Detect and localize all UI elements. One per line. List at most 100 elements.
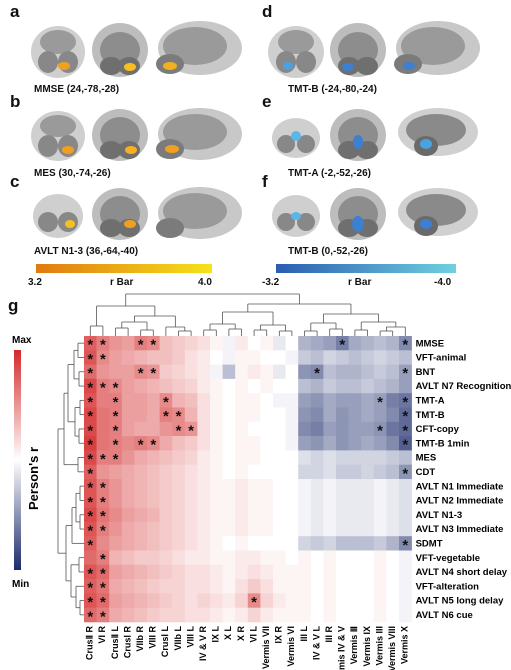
heatmap-cell bbox=[247, 336, 261, 351]
significance-star: * bbox=[251, 594, 257, 611]
heatmap-cell bbox=[348, 364, 362, 380]
heatmap-cell bbox=[172, 564, 186, 580]
heatmap-cell bbox=[247, 364, 261, 380]
significance-star: * bbox=[100, 351, 106, 368]
heatmap-cell bbox=[361, 493, 375, 508]
heatmap-cell bbox=[210, 407, 223, 423]
heatmap-cell bbox=[298, 493, 312, 508]
heatmap-cell bbox=[285, 593, 299, 608]
heatmap-cell bbox=[273, 607, 286, 623]
heatmap-cell bbox=[323, 493, 337, 508]
heatmap-cell bbox=[310, 393, 324, 408]
heatmap-cell bbox=[96, 407, 110, 423]
heatmap-cell bbox=[399, 550, 412, 566]
heatmap-cell bbox=[109, 564, 123, 580]
panel-title-e: TMT-A (-2,-52,-26) bbox=[288, 168, 371, 179]
column-label: CrusⅠ R bbox=[122, 626, 132, 659]
row-label: VFT-animal bbox=[416, 353, 467, 364]
heatmap-cell bbox=[373, 536, 387, 551]
heatmap-cell bbox=[285, 493, 299, 508]
heatmap-cell bbox=[84, 450, 97, 465]
heatmap-cell bbox=[247, 393, 261, 408]
heatmap-cell bbox=[172, 450, 186, 465]
heatmap-cell bbox=[159, 593, 173, 608]
heatmap-cell bbox=[298, 464, 312, 480]
column-label: Vermis IV & V bbox=[337, 626, 347, 670]
brain-slices-c bbox=[33, 187, 242, 240]
heatmap-cell bbox=[273, 364, 286, 380]
heatmap-cell bbox=[273, 393, 286, 408]
heatmap-cell bbox=[273, 493, 286, 508]
heatmap-cell bbox=[235, 507, 249, 523]
sagittal-slice-icon bbox=[156, 108, 242, 160]
heatmap-cell bbox=[109, 436, 123, 451]
heatmap-cell bbox=[184, 521, 198, 537]
heatmap-cell bbox=[386, 564, 400, 580]
heatmap-cell bbox=[273, 450, 286, 465]
heatmap-cell bbox=[273, 521, 286, 537]
heatmap-cell bbox=[336, 521, 349, 537]
heatmap-cell bbox=[310, 421, 324, 437]
heatmap-cell bbox=[222, 393, 236, 408]
heatmap-cell bbox=[134, 593, 148, 608]
significance-star: * bbox=[100, 379, 106, 396]
heatmap-cell bbox=[184, 350, 198, 365]
heatmap-cell bbox=[361, 364, 375, 380]
row-label: AVLT N4 short delay bbox=[416, 567, 508, 578]
heatmap-cell bbox=[323, 550, 337, 566]
heatmap-cell bbox=[285, 564, 299, 580]
significance-star: * bbox=[377, 422, 383, 439]
heatmap-cell bbox=[159, 364, 173, 380]
heatmap-cell bbox=[96, 421, 110, 437]
axial-slice-icon bbox=[268, 26, 324, 78]
heatmap-cell bbox=[172, 407, 186, 423]
heatmap-cell bbox=[121, 479, 135, 494]
heatmap-cell bbox=[336, 378, 349, 394]
heatmap-cell bbox=[197, 607, 211, 623]
heatmap-cell bbox=[399, 407, 412, 423]
significance-star: * bbox=[100, 594, 106, 611]
heatmap-cell bbox=[222, 464, 236, 480]
heatmap-cell bbox=[147, 536, 160, 551]
heatmap-cell bbox=[210, 479, 223, 494]
heatmap-cell bbox=[109, 450, 123, 465]
heatmap-cell bbox=[84, 464, 97, 480]
heatmap-cell bbox=[134, 336, 148, 351]
heatmap-cell bbox=[285, 393, 299, 408]
heatmap-cell bbox=[96, 507, 110, 523]
heatmap-cell bbox=[210, 393, 223, 408]
heatmap-cell bbox=[361, 593, 375, 608]
heatmap-cell bbox=[159, 564, 173, 580]
heatmap-cell bbox=[336, 464, 349, 480]
heatmap-cell bbox=[134, 436, 148, 451]
heatmap-cell bbox=[235, 564, 249, 580]
row-label: SDMT bbox=[416, 538, 443, 549]
heatmap-cell bbox=[121, 450, 135, 465]
heatmap-cell bbox=[260, 421, 274, 437]
heatmap-cell bbox=[348, 493, 362, 508]
heatmap-cell bbox=[323, 407, 337, 423]
heatmap-cell bbox=[222, 593, 236, 608]
heatmap-cell bbox=[348, 521, 362, 537]
heatmap-cell bbox=[197, 564, 211, 580]
heatmap-cell bbox=[361, 536, 375, 551]
heatmap-cell bbox=[298, 564, 312, 580]
significance-star: * bbox=[87, 537, 93, 554]
heatmap-cell bbox=[386, 336, 400, 351]
heatmap-cell bbox=[235, 393, 249, 408]
heatmap-cell bbox=[373, 550, 387, 566]
heatmap-cell bbox=[109, 407, 123, 423]
heatmap-cell bbox=[134, 393, 148, 408]
heatmap-cell bbox=[361, 450, 375, 465]
heatmap-cell bbox=[184, 593, 198, 608]
heatmap-cell bbox=[310, 436, 324, 451]
significance-star: * bbox=[113, 379, 119, 396]
heatmap-cell bbox=[399, 579, 412, 594]
heatmap-cell bbox=[235, 450, 249, 465]
significance-star: * bbox=[138, 365, 144, 382]
coronal-slice-icon bbox=[330, 23, 386, 77]
heatmap-cell bbox=[361, 579, 375, 594]
panel-label-f: f bbox=[262, 172, 268, 191]
row-label: MES bbox=[416, 453, 437, 464]
heatmap-cell bbox=[247, 593, 261, 608]
